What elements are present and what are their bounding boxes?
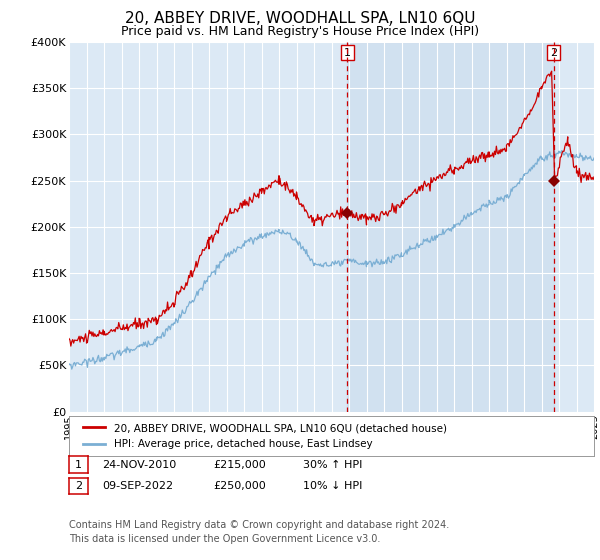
Text: 1: 1 <box>75 460 82 470</box>
Text: 10% ↓ HPI: 10% ↓ HPI <box>303 481 362 491</box>
Text: 30% ↑ HPI: 30% ↑ HPI <box>303 460 362 470</box>
Text: 2: 2 <box>550 48 557 58</box>
Text: 2: 2 <box>75 481 82 491</box>
Text: 20, ABBEY DRIVE, WOODHALL SPA, LN10 6QU: 20, ABBEY DRIVE, WOODHALL SPA, LN10 6QU <box>125 11 475 26</box>
Text: 24-NOV-2010: 24-NOV-2010 <box>102 460 176 470</box>
Text: £250,000: £250,000 <box>213 481 266 491</box>
Text: Price paid vs. HM Land Registry's House Price Index (HPI): Price paid vs. HM Land Registry's House … <box>121 25 479 38</box>
Legend: 20, ABBEY DRIVE, WOODHALL SPA, LN10 6QU (detached house), HPI: Average price, de: 20, ABBEY DRIVE, WOODHALL SPA, LN10 6QU … <box>79 419 451 454</box>
Text: 1: 1 <box>344 48 351 58</box>
Text: £215,000: £215,000 <box>213 460 266 470</box>
Text: Contains HM Land Registry data © Crown copyright and database right 2024.
This d: Contains HM Land Registry data © Crown c… <box>69 520 449 544</box>
Text: 09-SEP-2022: 09-SEP-2022 <box>102 481 173 491</box>
Bar <box>347 42 554 412</box>
